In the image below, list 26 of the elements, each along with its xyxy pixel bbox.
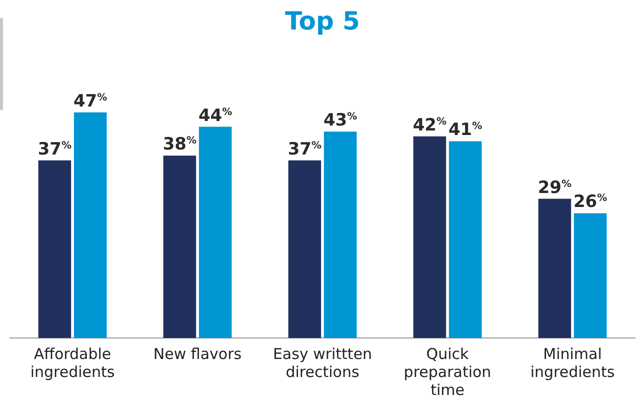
bar bbox=[413, 136, 446, 338]
x-tick-label: Affordable ingredients bbox=[30, 344, 115, 381]
bar bbox=[448, 141, 482, 338]
x-tick-label: New flavors bbox=[153, 344, 242, 363]
bar bbox=[574, 213, 607, 338]
chart-title: Top 5 bbox=[285, 6, 360, 36]
bar bbox=[163, 156, 196, 338]
data-label: 29% bbox=[538, 178, 572, 198]
x-tick-label: Minimal ingredients bbox=[530, 344, 615, 381]
data-label: 44% bbox=[198, 106, 232, 126]
x-tick-label: Easy writtten directions bbox=[272, 344, 372, 381]
bar bbox=[288, 160, 322, 338]
data-label: 42% bbox=[412, 115, 447, 136]
bar bbox=[74, 112, 107, 338]
data-label: 37% bbox=[288, 139, 322, 160]
bar bbox=[538, 198, 572, 338]
data-label: 38% bbox=[162, 134, 197, 155]
data-label: 26% bbox=[573, 192, 608, 212]
bar bbox=[324, 132, 357, 338]
bar bbox=[38, 160, 72, 338]
bar bbox=[198, 126, 232, 338]
data-label: 37% bbox=[38, 139, 72, 160]
x-tick-label: Quick preparation time bbox=[404, 344, 492, 399]
data-label: 41% bbox=[448, 120, 482, 140]
data-label: 43% bbox=[323, 110, 358, 131]
data-label: 47% bbox=[73, 91, 108, 112]
